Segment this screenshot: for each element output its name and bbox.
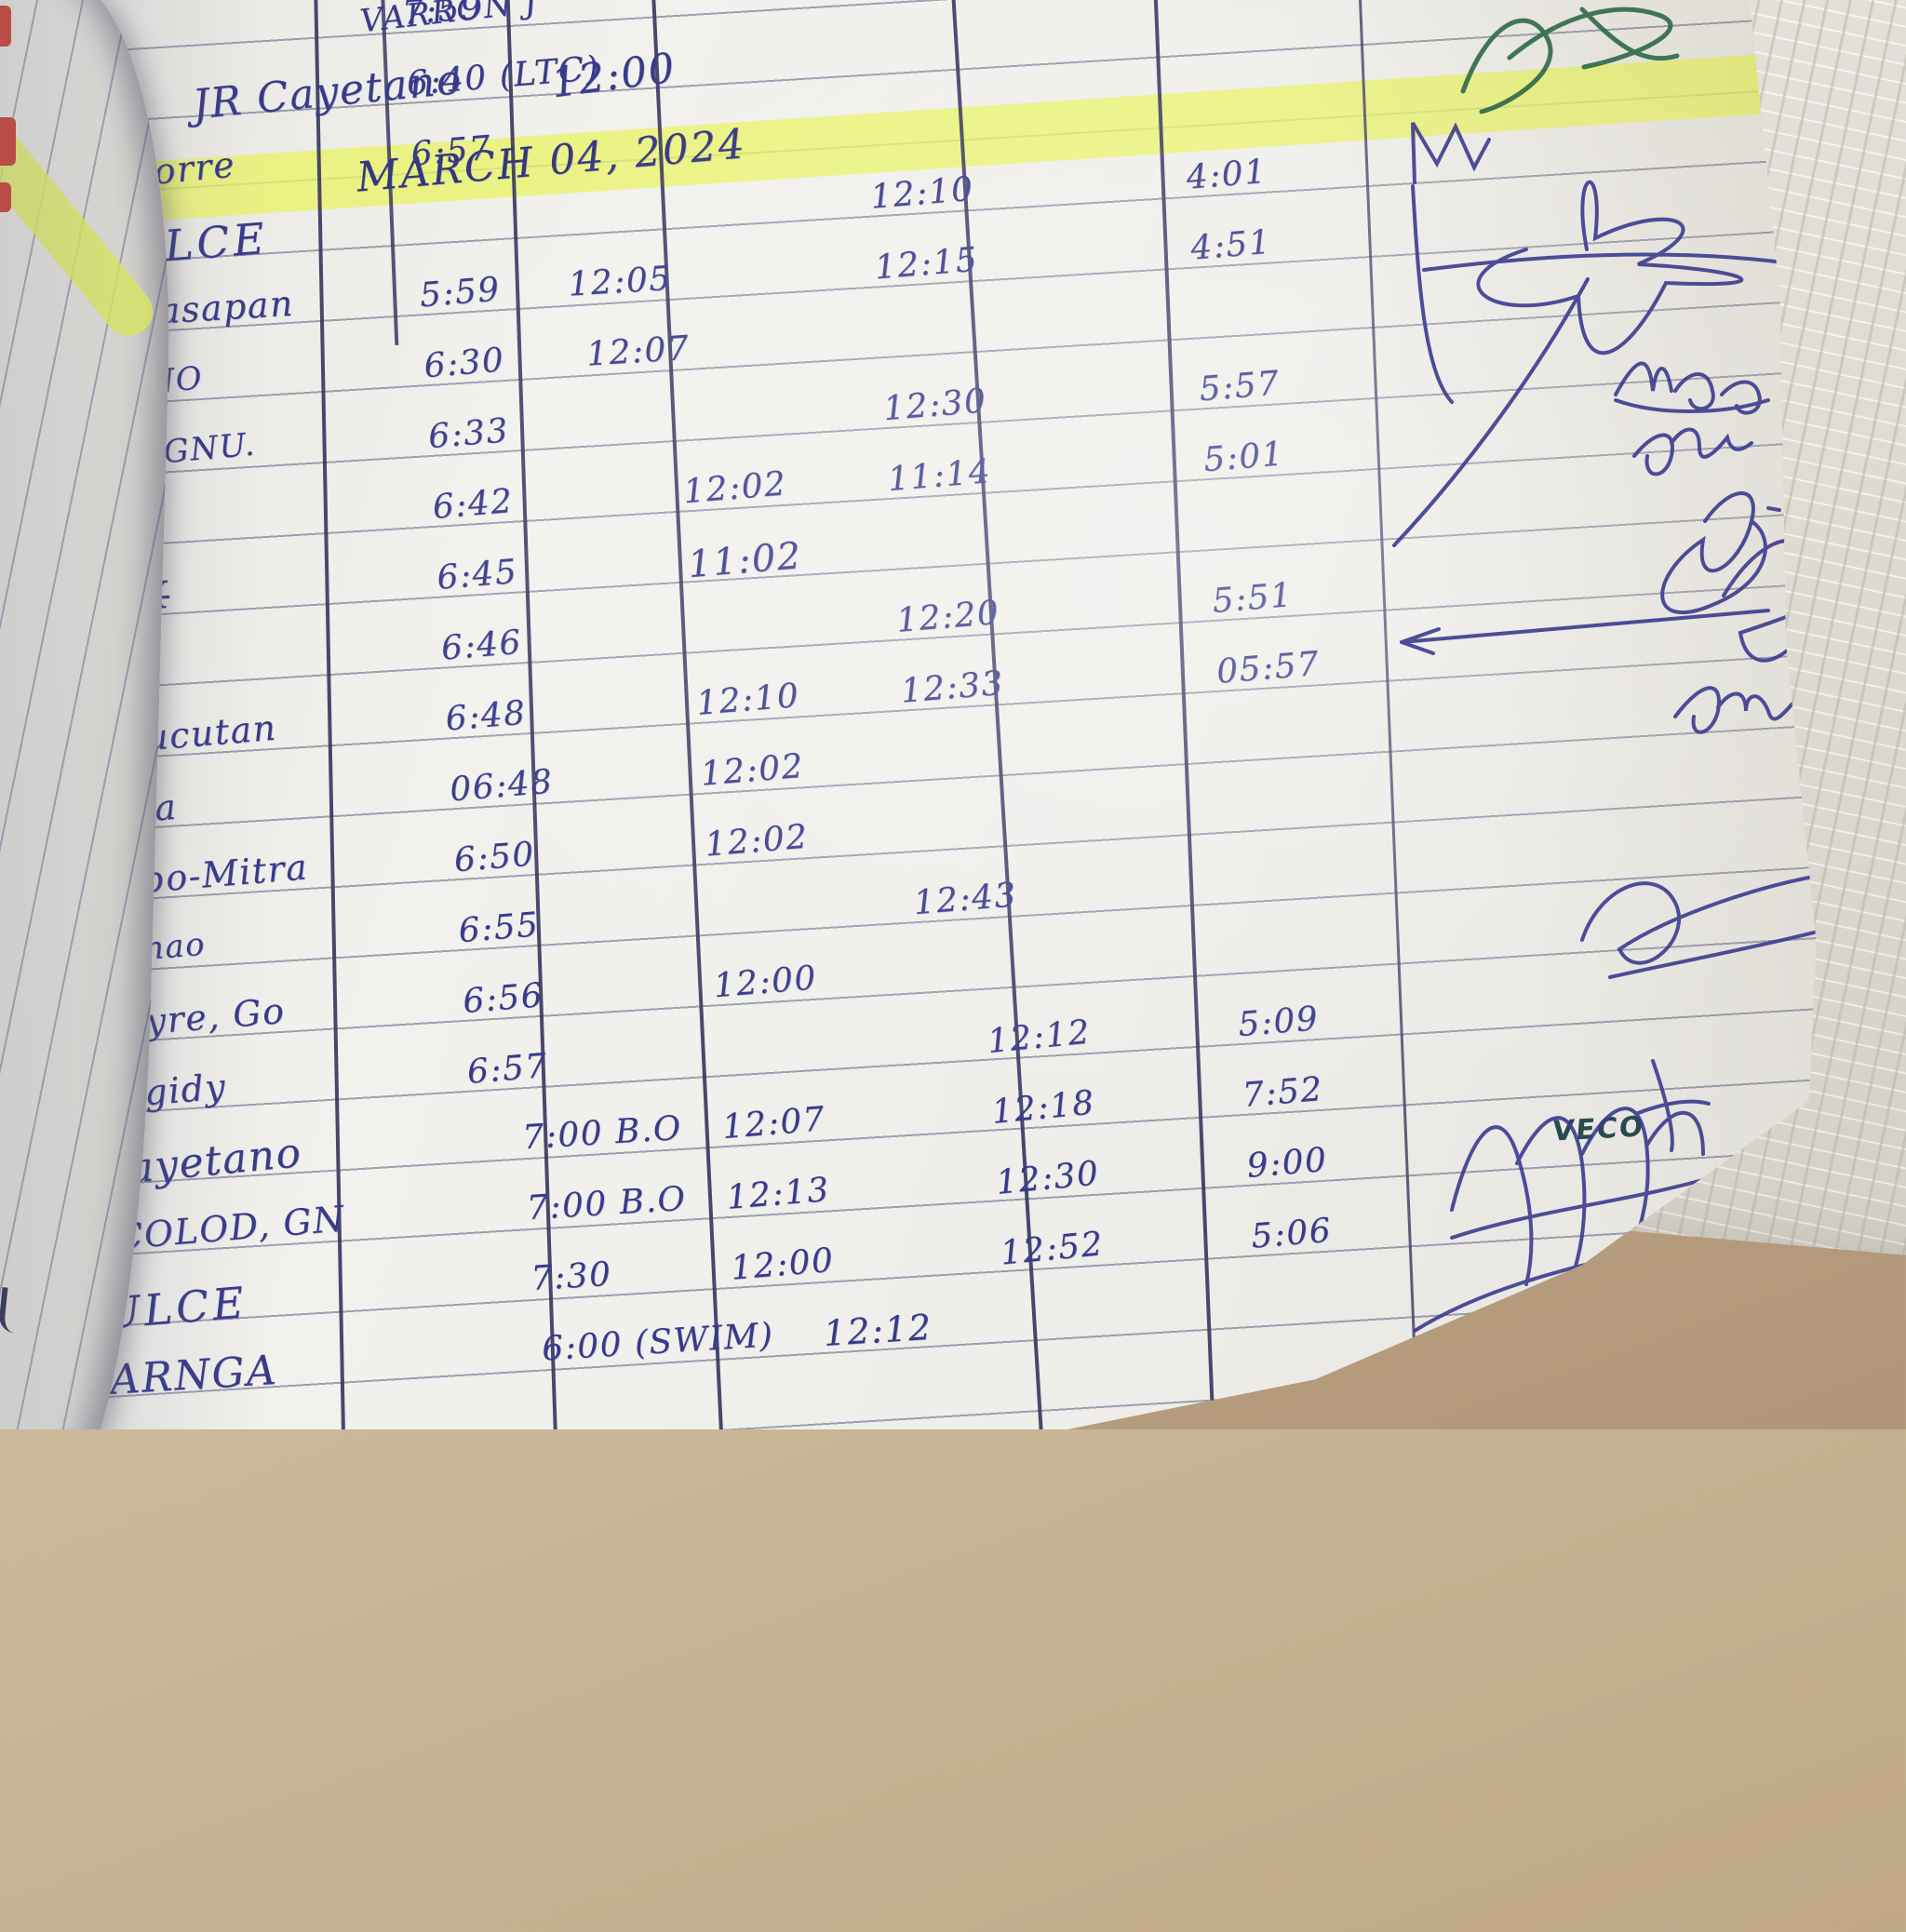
time-in-cell: 7:00 B.O [525, 1179, 688, 1228]
noon-out-cell: 12:07 [584, 329, 691, 374]
time-in-cell: 7:30 [530, 1254, 613, 1299]
noon-out-cell: 12:00 [729, 1241, 836, 1288]
noon-out-cell: 12:02 [703, 817, 811, 865]
highlighter-streak [0, 56, 163, 346]
noon-out-cell: 11:02 [686, 534, 804, 587]
noon-out-cell: 12:13 [725, 1170, 832, 1217]
noon-out-cell: 12:02 [681, 464, 788, 512]
red-edge-mark [0, 182, 11, 212]
ink-blob [1297, 1379, 1405, 1429]
time-in-cell: 7:00 B.O [521, 1108, 684, 1158]
red-edge-mark [0, 6, 11, 47]
noon-out-cell: 12:10 [694, 676, 801, 723]
ink-blob [1242, 1405, 1285, 1426]
photo-of-handwritten-attendance-log: { "doc": { "date_note": "MARCH 04, 2024"… [0, 0, 1906, 1429]
veco-print-label: VECO [1550, 1110, 1646, 1148]
noon-out-cell: 12:12 [822, 1306, 933, 1354]
signature-scribble [1642, 1302, 1719, 1390]
time-in-cell: 6:00 (SWIM) [541, 1316, 775, 1369]
red-edge-mark [0, 117, 16, 166]
noon-out-cell: 12:07 [720, 1100, 827, 1147]
noon-out-cell: 12:02 [699, 746, 806, 794]
time-in-cell: 7:59 [400, 0, 485, 34]
notebook-page: MARCH 04, 2024 VARRON J 7:59 12:30 9:00 … [0, 0, 1817, 1429]
noon-out-cell: 12:00 [712, 959, 819, 1006]
